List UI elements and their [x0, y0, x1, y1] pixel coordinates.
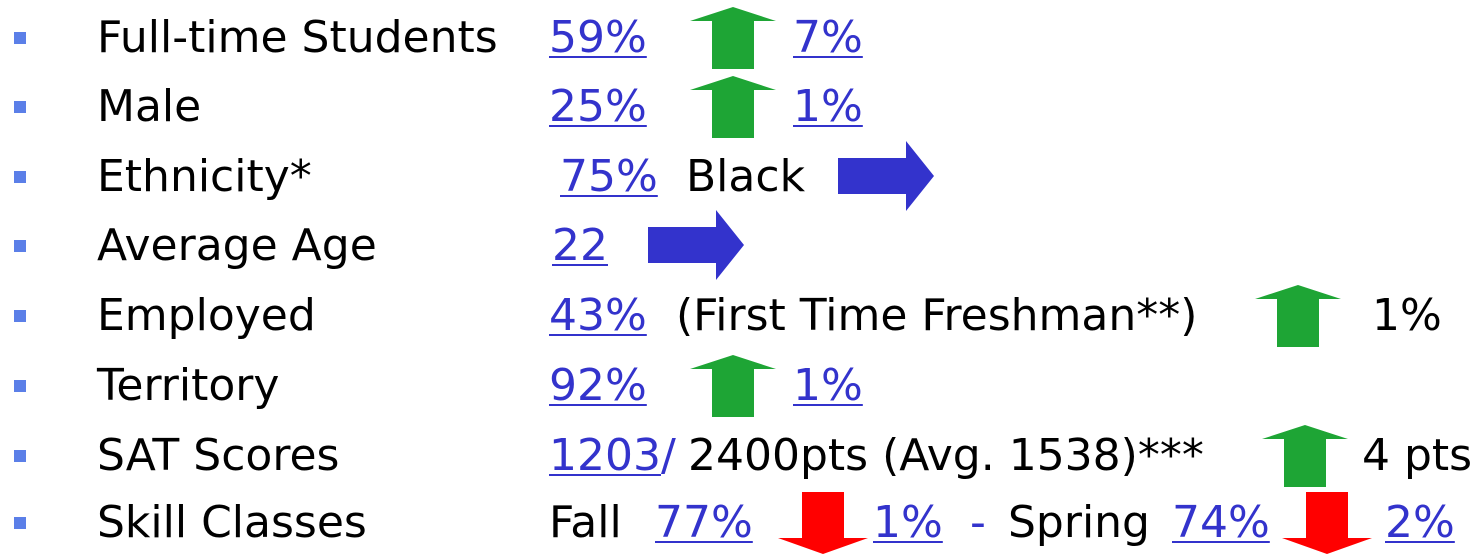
link[interactable]: 1203 — [549, 430, 661, 481]
bullet — [14, 32, 26, 44]
text: Black — [686, 151, 806, 202]
label: SAT Scores — [97, 430, 340, 481]
label: Ethnicity* — [97, 151, 312, 202]
slash: / — [661, 430, 676, 481]
text: 4 pts — [1362, 430, 1473, 481]
link[interactable]: 43% — [549, 290, 647, 341]
bullet — [14, 517, 26, 529]
bullet — [14, 240, 26, 252]
row: Average Age 22 — [0, 210, 1480, 280]
up-arrow — [1255, 285, 1341, 347]
row: Employed 43% (First Time Freshman**) 1% — [0, 285, 1480, 347]
link[interactable]: 7% — [793, 12, 863, 63]
bullet — [14, 310, 26, 322]
up-arrow — [1262, 425, 1348, 487]
right-arrow — [838, 141, 934, 211]
link[interactable]: 1% — [873, 497, 943, 548]
link[interactable]: 74% — [1172, 497, 1270, 548]
link[interactable]: 75% — [560, 151, 658, 202]
link[interactable]: 59% — [549, 12, 647, 63]
label: Skill Classes — [97, 497, 367, 548]
link[interactable]: 77% — [655, 497, 753, 548]
right-arrow — [648, 210, 744, 280]
text: (First Time Freshman**) — [676, 290, 1198, 341]
label: Average Age — [97, 220, 377, 271]
bullet — [14, 101, 26, 113]
label: Employed — [97, 290, 316, 341]
link[interactable]: 22 — [552, 220, 608, 271]
down-arrow — [778, 492, 868, 554]
row: Skill Classes Fall 77% 1% - Spring 74% 2… — [0, 492, 1480, 554]
up-arrow — [690, 76, 776, 138]
label: Male — [97, 81, 202, 132]
up-arrow — [690, 355, 776, 417]
label: Full-time Students — [97, 12, 498, 63]
text: Spring — [1008, 497, 1150, 548]
row: SAT Scores 1203 / 2400pts (Avg. 1538)***… — [0, 425, 1480, 487]
link[interactable]: 25% — [549, 81, 647, 132]
row: Ethnicity* 75% Black — [0, 141, 1480, 211]
bullet — [14, 171, 26, 183]
row: Territory 92% 1% — [0, 355, 1480, 417]
row: Male 25% 1% — [0, 76, 1480, 138]
bullet — [14, 450, 26, 462]
text: 1% — [1372, 290, 1442, 341]
link[interactable]: 1% — [793, 81, 863, 132]
label: Territory — [97, 360, 280, 411]
up-arrow — [690, 7, 776, 69]
text: 2400pts (Avg. 1538)*** — [688, 430, 1204, 481]
link[interactable]: 1% — [793, 360, 863, 411]
dash: - — [970, 497, 986, 548]
row: Full-time Students 59% 7% — [0, 7, 1480, 69]
down-arrow — [1282, 492, 1372, 554]
text: Fall — [549, 497, 622, 548]
link[interactable]: 92% — [549, 360, 647, 411]
bullet — [14, 380, 26, 392]
link[interactable]: 2% — [1385, 497, 1455, 548]
